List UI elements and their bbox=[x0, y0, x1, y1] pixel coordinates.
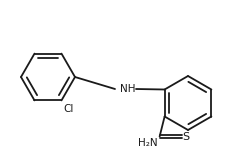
Text: H₂N: H₂N bbox=[137, 137, 157, 148]
Text: S: S bbox=[182, 131, 189, 142]
Text: Cl: Cl bbox=[63, 104, 74, 114]
Text: NH: NH bbox=[120, 84, 135, 94]
